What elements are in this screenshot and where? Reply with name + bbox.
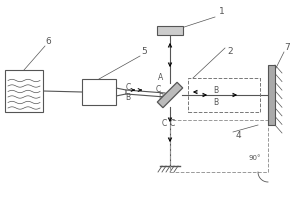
- Text: 6: 6: [45, 38, 51, 46]
- Bar: [188, 78, 260, 112]
- Bar: [5, 70, 43, 112]
- Polygon shape: [157, 82, 183, 108]
- Text: 90°: 90°: [249, 155, 261, 161]
- Text: 5: 5: [141, 47, 147, 56]
- Bar: [82, 79, 116, 105]
- Text: C: C: [161, 118, 166, 128]
- Text: B: B: [125, 94, 130, 102]
- Bar: [170, 120, 268, 172]
- Bar: [157, 26, 183, 35]
- Text: B: B: [213, 98, 218, 107]
- Text: C: C: [169, 118, 175, 128]
- Text: A: A: [158, 72, 164, 82]
- Text: B: B: [213, 86, 218, 95]
- Text: C: C: [155, 86, 160, 95]
- Text: 2: 2: [227, 47, 233, 56]
- Bar: [268, 65, 275, 125]
- Text: 7: 7: [284, 44, 290, 52]
- Text: 4: 4: [235, 130, 241, 140]
- Text: C: C: [125, 82, 130, 92]
- Text: 1: 1: [219, 7, 225, 17]
- Text: B: B: [158, 94, 164, 102]
